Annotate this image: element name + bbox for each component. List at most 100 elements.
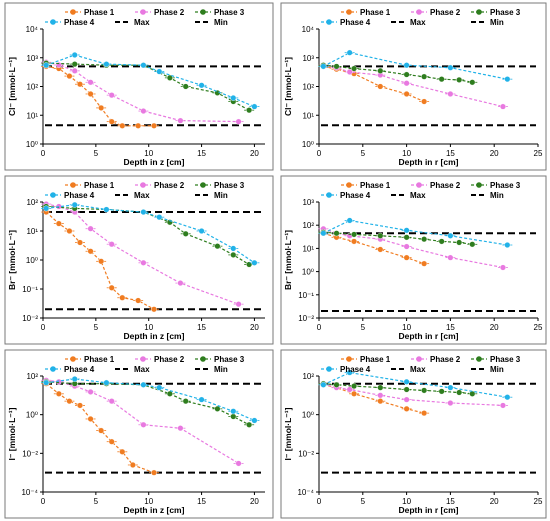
phase-2-point [235, 460, 242, 467]
y-tick-label: 10¹ [26, 227, 38, 236]
panel-cl-r: 0 5 10 15 20 25 10⁰ 10¹ 10² 10³ 10⁴ Depth in r [cm]… [280, 2, 547, 171]
phase-1-point [135, 122, 142, 129]
phase-1-point [119, 122, 126, 129]
y-tick-label: 10¹ [302, 244, 314, 253]
phase-4-line [46, 204, 255, 264]
phase-4-point [71, 51, 78, 58]
panel-i-r: 0 5 10 15 20 25 10⁻⁴ 10⁻² 10⁰ 10² Depth in r [cm] I… [280, 349, 547, 519]
y-tick-label: 10⁻² [22, 449, 38, 458]
phase-4-point [230, 408, 237, 415]
phase-1-point [87, 90, 94, 97]
panel-frame [4, 349, 274, 519]
phase-4-point [403, 378, 410, 385]
legend-marker-phase-4 [326, 19, 332, 25]
phase-3-point [214, 405, 221, 412]
legend-marker-phase-2 [416, 9, 422, 15]
x-tick-label: 0 [317, 497, 322, 506]
phase-2-point [403, 243, 410, 250]
phase-3-point [246, 421, 253, 428]
phase-3-point [166, 390, 173, 397]
phase-2-point [108, 92, 115, 99]
phase-2-point [235, 118, 242, 125]
legend-label-phase-2: Phase 2 [154, 355, 185, 364]
phase-3-point [421, 73, 428, 80]
legend-label-phase-1: Phase 1 [360, 181, 391, 190]
phase-4-point [156, 68, 163, 75]
phase-1-line [45, 383, 155, 474]
legend-label-max: Max [134, 191, 150, 200]
phase-3-point [456, 239, 463, 246]
x-tick-label: 10 [402, 497, 411, 506]
y-tick-label: 10⁰ [26, 411, 38, 420]
legend-label-min: Min [490, 18, 504, 27]
phase-4-point [103, 61, 110, 68]
legend-label-phase-3: Phase 3 [490, 355, 521, 364]
y-tick-label: 10² [26, 83, 38, 92]
legend-marker-phase-4 [50, 192, 56, 198]
phase-3-point [403, 234, 410, 241]
phase-1-point [377, 83, 384, 90]
legend-label-min: Min [490, 365, 504, 374]
y-tick-label: 10⁴ [26, 25, 39, 34]
phase-1-point [421, 410, 428, 417]
y-tick-label: 10⁻² [298, 449, 314, 458]
phase-4-point [251, 417, 258, 424]
legend-marker-phase-1 [346, 356, 352, 362]
legend-marker-phase-2 [416, 182, 422, 188]
x-tick-label: 15 [446, 149, 455, 158]
legend-marker-phase-3 [200, 356, 206, 362]
phase-1-point [66, 227, 73, 234]
legend-marker-phase-3 [200, 182, 206, 188]
legend-label-phase-4: Phase 4 [340, 18, 371, 27]
legend-label-phase-2: Phase 2 [430, 181, 461, 190]
legend-marker-phase-2 [416, 356, 422, 362]
phase-1-point [108, 284, 115, 291]
legend-marker-phase-3 [476, 9, 482, 15]
panel-i-z: 0 5 10 15 20 10⁻⁴ 10⁻² 10⁰ 10² Depth in z [cm] I⁻ … [4, 349, 274, 519]
phase-4-point [504, 394, 511, 401]
phase-1-point [87, 248, 94, 255]
x-tick-label: 20 [250, 497, 259, 506]
legend-label-phase-4: Phase 4 [64, 365, 95, 374]
y-tick-label: 10⁴ [302, 25, 315, 34]
phase-3-point [469, 241, 476, 248]
phase-1-point [403, 254, 410, 261]
legend-label-phase-1: Phase 1 [360, 8, 391, 17]
phase-3-line [323, 64, 473, 83]
phase-2-point [447, 400, 454, 407]
phase-1-point [98, 258, 105, 265]
x-axis-title: Depth in r [cm] [399, 157, 459, 167]
phase-2-point [235, 301, 242, 308]
phase-3-point [421, 387, 428, 394]
phase-1-line [45, 211, 155, 310]
y-tick-label: 10² [302, 221, 314, 230]
y-axis-title: I⁻ [mmol·L⁻¹] [283, 407, 293, 460]
phase-1-point [98, 104, 105, 111]
phase-1-point [66, 398, 73, 405]
phase-4-point [403, 62, 410, 69]
legend-label-phase-3: Phase 3 [214, 8, 245, 17]
x-tick-label: 5 [361, 497, 366, 506]
legend-marker-phase-2 [140, 9, 146, 15]
y-tick-label: 10⁻¹ [22, 285, 38, 294]
legend-marker-phase-3 [200, 9, 206, 15]
phase-4-point [230, 94, 237, 101]
phase-1-point [403, 90, 410, 97]
legend-marker-phase-2 [140, 356, 146, 362]
phase-4-line [45, 54, 255, 108]
y-tick-label: 10⁰ [302, 140, 314, 149]
phase-4-point [198, 227, 205, 234]
phase-3-point [333, 63, 340, 70]
phase-3-line [323, 383, 473, 395]
legend: Phase 1 Phase 2 Phase 3 Phase 4 Max Min [45, 8, 245, 27]
legend: Phase 1 Phase 2 Phase 3 Phase 4 Max Min [321, 8, 521, 27]
x-tick-label: 0 [317, 323, 322, 332]
y-tick-label: 10² [26, 372, 38, 381]
legend-marker-phase-3 [476, 182, 482, 188]
phase-3-point [71, 61, 78, 68]
x-tick-label: 10 [144, 497, 153, 506]
phase-1-point [98, 427, 105, 434]
phase-3-point [214, 243, 221, 250]
phase-4-point [320, 381, 327, 388]
phase-3-point [351, 383, 358, 390]
